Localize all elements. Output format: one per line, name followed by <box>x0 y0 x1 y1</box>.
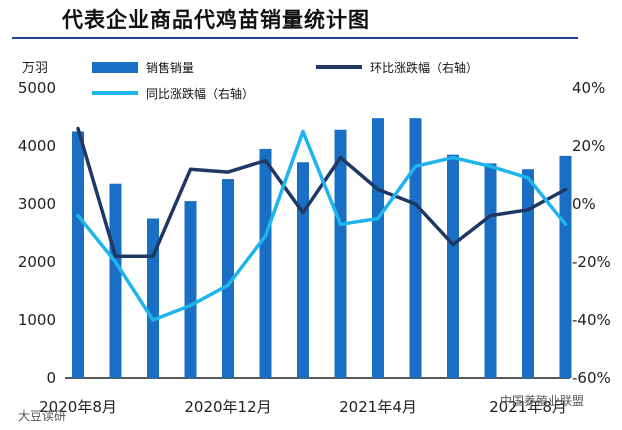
bar-8 <box>372 118 384 378</box>
x-tick-label: 2020年8月 <box>39 398 117 416</box>
legend-label-bar: 销售销量 <box>146 60 194 75</box>
bar-6 <box>297 162 309 378</box>
chart-title: 代表企业商品代鸡苗销量统计图 <box>62 8 370 32</box>
watermark-right: 中国养殖业联盟 <box>500 393 584 408</box>
bar-5 <box>259 148 272 378</box>
y-axis-unit: 万羽 <box>22 61 48 76</box>
x-axis-ticks: 2020年8月 2020年12月 2021年4月 2021年8月 <box>39 398 567 416</box>
bar-4 <box>222 179 234 378</box>
left-tick-label: 4000 <box>18 137 56 155</box>
right-tick-label: 0% <box>572 195 596 213</box>
right-tick-label: 40% <box>572 79 605 97</box>
right-tick-label: -20% <box>572 253 611 271</box>
legend-swatch-bar <box>92 62 138 73</box>
left-tick-label: 5000 <box>18 79 56 97</box>
line-series-1 <box>76 126 568 258</box>
legend: 销售销量 环比涨跌幅（右轴） 同比涨跌幅（右轴） <box>92 60 478 101</box>
right-tick-label: 20% <box>572 137 605 155</box>
bar-7 <box>334 129 347 378</box>
right-tick-label: -60% <box>572 369 611 387</box>
bar-1 <box>109 183 122 378</box>
right-tick-label: -40% <box>572 311 611 329</box>
legend-label-yoy: 同比涨跌幅（右轴） <box>146 86 254 101</box>
x-tick-label: 2021年4月 <box>339 398 417 416</box>
left-tick-label: 3000 <box>18 195 56 213</box>
left-tick-label: 2000 <box>18 253 56 271</box>
left-tick-label: 0 <box>46 369 56 387</box>
bar-series <box>72 118 572 378</box>
bar-12 <box>522 169 534 378</box>
bar-0 <box>72 131 84 378</box>
title-underline <box>12 37 578 39</box>
left-tick-label: 1000 <box>18 311 56 329</box>
line-series <box>76 126 568 322</box>
bar-11 <box>484 163 497 378</box>
bar-9 <box>409 118 422 378</box>
bar-3 <box>184 201 197 378</box>
x-tick-label: 2021年8月 <box>489 398 567 416</box>
legend-label-mom: 环比涨跌幅（右轴） <box>370 60 478 75</box>
x-tick-label: 2020年12月 <box>184 398 271 416</box>
bar-13 <box>559 155 572 378</box>
bar-2 <box>147 218 159 378</box>
right-axis-ticks: -60% -40% -20% 0% 20% 40% <box>572 79 611 387</box>
bar-10 <box>447 154 459 378</box>
left-axis-ticks: 0 1000 2000 3000 4000 5000 <box>18 79 56 387</box>
watermark-left: 大豆读研 <box>18 409 66 423</box>
line-series-2 <box>76 129 568 322</box>
